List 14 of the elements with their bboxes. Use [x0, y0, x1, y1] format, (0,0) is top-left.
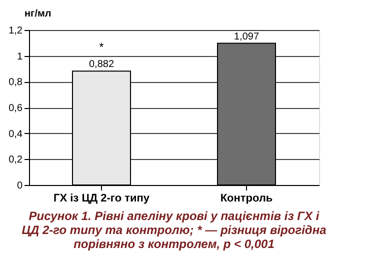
y-tick-label: 0,6	[8, 103, 23, 114]
y-tick-label: 0,2	[8, 154, 23, 166]
x-tick-label: Контроль	[220, 192, 273, 204]
y-tick-label: 1,2	[8, 26, 23, 36]
y-axis-title: нг/мл	[24, 8, 52, 20]
y-tick-label: 0	[16, 180, 23, 192]
x-tick-label: ГХ із ЦД 2-го типу	[53, 192, 150, 204]
text: Рисунок 1. Рівні апеліну крові у пацієнтів із ГХ і ЦД 2-го типу та контролю; * — різниця вірогідна порівняно з контролем, p < 0,001	[22, 209, 327, 251]
annotation: *	[99, 40, 104, 54]
y-tick-label: 1	[16, 51, 23, 62]
y-tick-label: 0,8	[8, 77, 23, 88]
y-tick-label: 0,4	[8, 128, 23, 140]
data-label: 0,882	[88, 59, 114, 70]
data-label: 1,097	[234, 31, 260, 42]
